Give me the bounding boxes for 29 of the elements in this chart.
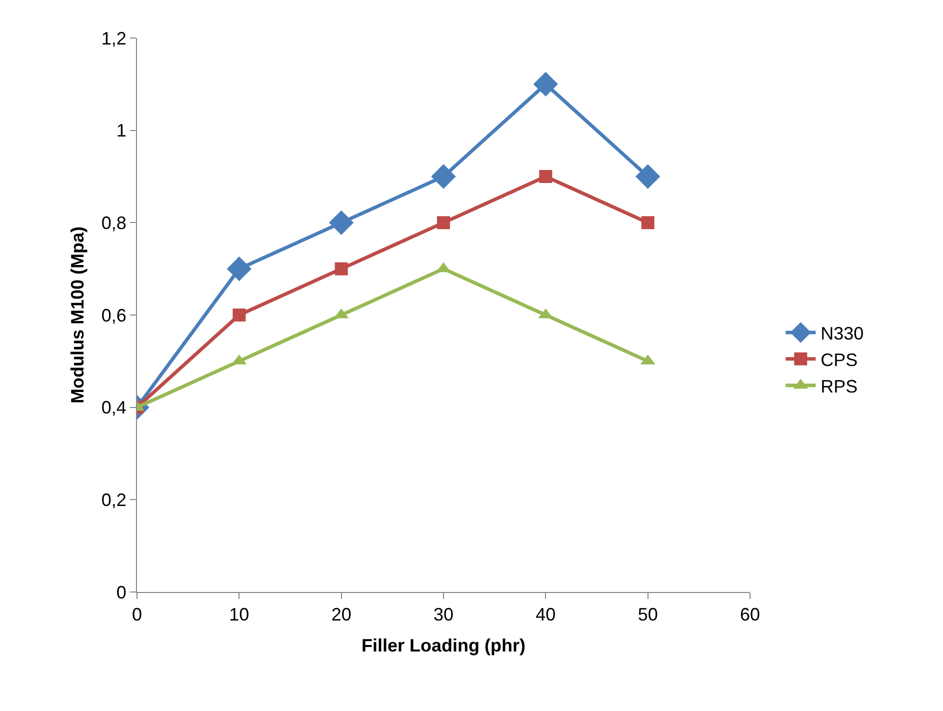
x-axis-title: Filler Loading (phr): [362, 636, 526, 656]
point: [431, 164, 456, 189]
y-tick-label: 0,2: [101, 490, 126, 510]
y-tick-label: 1: [116, 120, 126, 141]
point: [437, 216, 450, 230]
x-tick-label: 50: [638, 604, 658, 625]
point: [334, 262, 348, 276]
point: [635, 164, 660, 189]
point: [226, 256, 252, 282]
y-tick-label: 0,6: [101, 305, 126, 326]
x-tick-label: 20: [331, 604, 352, 625]
x-tick-label: 0: [132, 604, 142, 625]
point: [539, 170, 552, 183]
point: [232, 308, 246, 322]
legend-label: N330: [820, 324, 864, 344]
point: [641, 216, 654, 230]
legend-label: RPS: [820, 376, 858, 396]
y-axis-title: Modulus M100 (Mpa): [68, 226, 88, 404]
point: [328, 210, 354, 236]
x-tick-label: 40: [536, 604, 556, 625]
y-tick-label: 0,4: [101, 398, 126, 418]
legend-label: CPS: [820, 350, 858, 370]
y-tick-label: 0,8: [101, 212, 126, 233]
y-tick-label: 0: [116, 582, 126, 602]
x-tick-label: 60: [740, 604, 760, 625]
point: [533, 72, 558, 97]
x-tick-label: 10: [229, 604, 250, 625]
y-tick-label: 1,2: [101, 28, 126, 48]
x-tick-label: 30: [433, 604, 454, 625]
